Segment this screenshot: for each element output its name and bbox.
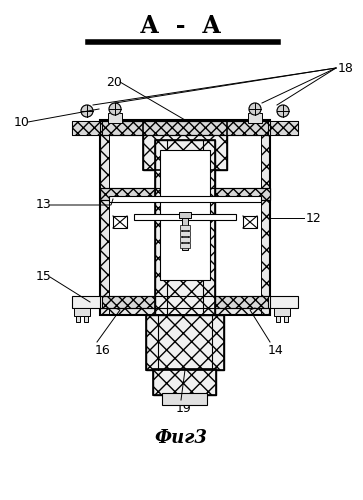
Text: 13: 13 xyxy=(36,198,52,211)
Bar xyxy=(276,316,280,322)
Bar xyxy=(268,296,298,308)
Bar xyxy=(100,121,270,135)
Bar xyxy=(160,150,210,280)
Bar xyxy=(143,120,227,170)
Circle shape xyxy=(249,103,261,115)
Bar xyxy=(243,216,257,228)
Bar xyxy=(179,212,191,218)
Bar xyxy=(155,140,215,315)
Bar xyxy=(100,188,270,200)
Bar xyxy=(182,212,188,250)
Bar xyxy=(100,296,270,308)
Text: А  -  А: А - А xyxy=(140,14,222,38)
Bar xyxy=(180,231,190,236)
Text: 18: 18 xyxy=(338,62,354,74)
Circle shape xyxy=(81,105,93,117)
Bar xyxy=(180,237,190,242)
Text: 20: 20 xyxy=(106,76,122,88)
Bar xyxy=(284,316,288,322)
Text: 10: 10 xyxy=(14,116,30,128)
Bar xyxy=(155,140,215,315)
Bar xyxy=(100,120,270,315)
Bar xyxy=(72,121,102,135)
Bar xyxy=(100,296,270,308)
Bar xyxy=(72,296,102,308)
Text: 14: 14 xyxy=(268,344,284,356)
Bar xyxy=(84,316,88,322)
Bar xyxy=(100,306,270,315)
Bar xyxy=(72,121,102,135)
Bar xyxy=(100,120,109,315)
Text: 16: 16 xyxy=(95,344,111,356)
Bar xyxy=(261,120,270,315)
Text: 19: 19 xyxy=(176,402,192,414)
Bar xyxy=(143,120,227,170)
Bar xyxy=(153,369,216,395)
Bar xyxy=(274,308,290,316)
Bar xyxy=(268,121,298,135)
Text: 12: 12 xyxy=(306,212,322,224)
Bar xyxy=(180,243,190,248)
Bar xyxy=(268,121,298,135)
Bar xyxy=(109,196,261,202)
Text: 15: 15 xyxy=(36,270,52,283)
Bar xyxy=(74,308,90,316)
Bar xyxy=(134,214,236,220)
Bar xyxy=(248,113,262,123)
Bar xyxy=(100,121,270,135)
Bar xyxy=(146,315,224,370)
Bar xyxy=(100,120,270,129)
Text: Фиг3: Фиг3 xyxy=(155,429,207,447)
Circle shape xyxy=(277,105,289,117)
Bar xyxy=(180,225,190,230)
Bar xyxy=(113,216,127,228)
Bar xyxy=(153,369,216,395)
Bar xyxy=(100,188,270,200)
Bar xyxy=(108,113,122,123)
Circle shape xyxy=(109,103,121,115)
Bar xyxy=(146,315,224,370)
Bar xyxy=(162,393,207,405)
Bar xyxy=(76,316,80,322)
